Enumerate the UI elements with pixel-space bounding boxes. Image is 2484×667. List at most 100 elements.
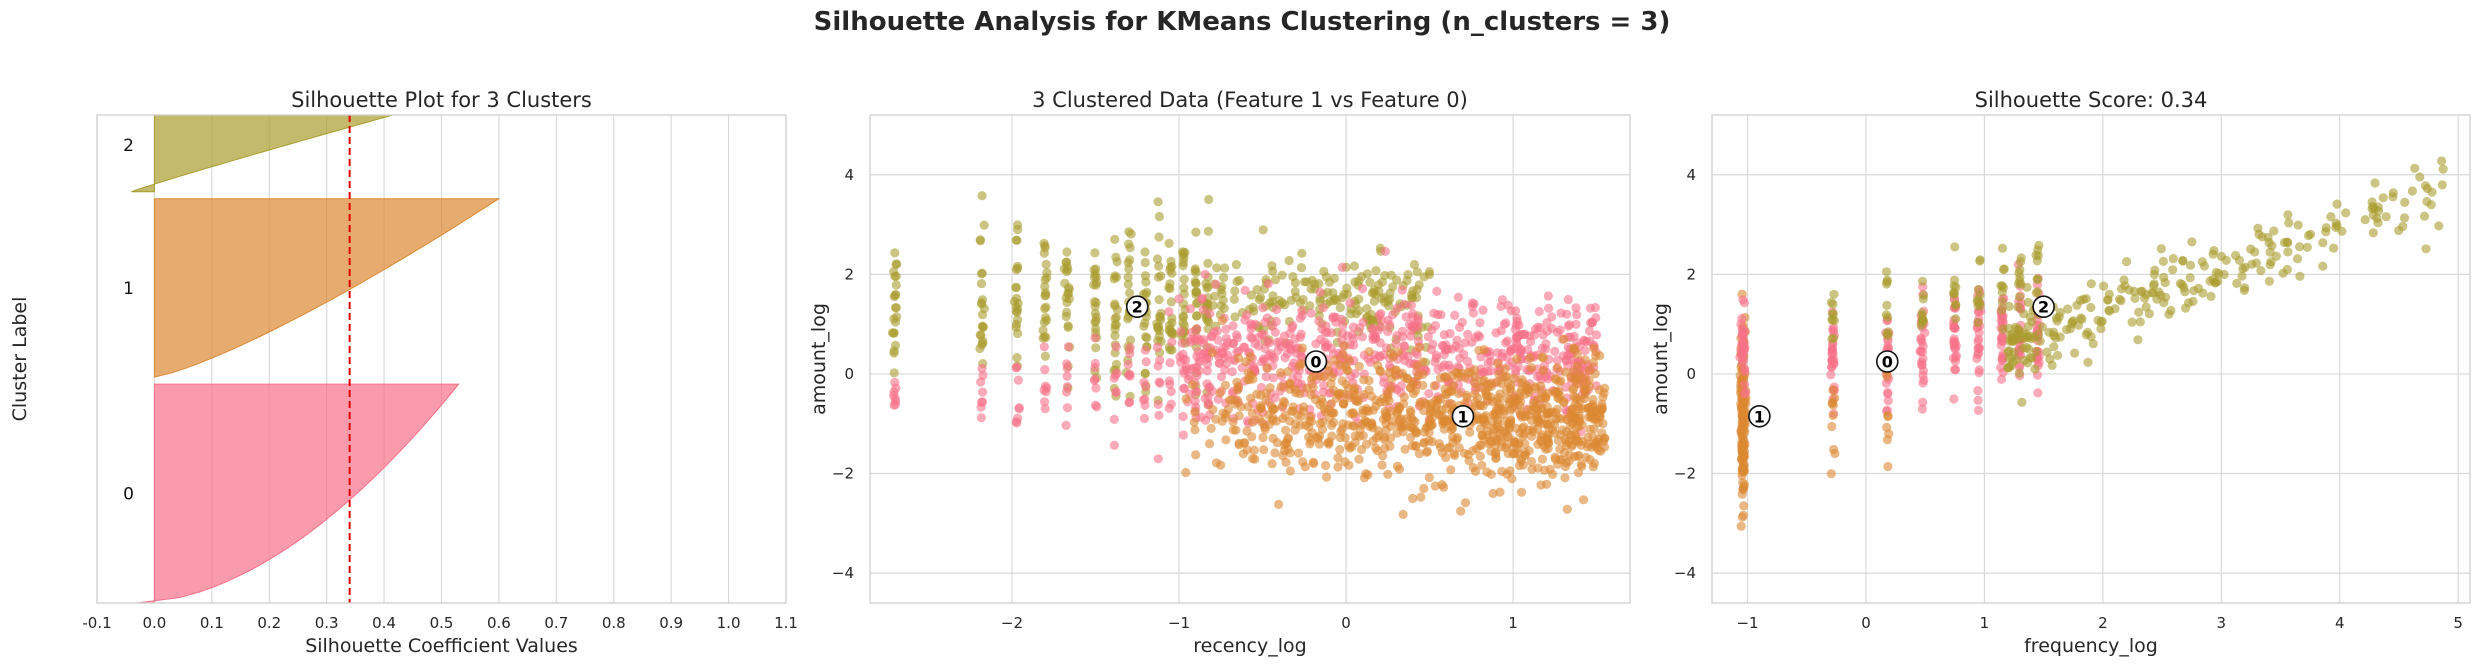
scatter-point-cluster-1 bbox=[1311, 395, 1321, 405]
scatter-point-cluster-2 bbox=[1408, 286, 1418, 296]
scatter-point-cluster-2 bbox=[2232, 278, 2242, 288]
scatter-point-cluster-2 bbox=[2421, 244, 2431, 254]
scatter-point-cluster-0 bbox=[1348, 322, 1358, 332]
scatter-point-cluster-0 bbox=[1883, 389, 1893, 399]
scatter-point-cluster-0 bbox=[1063, 342, 1073, 352]
scatter-point-cluster-0 bbox=[1739, 380, 1750, 390]
scatter-point-cluster-2 bbox=[2149, 281, 2159, 291]
scatter-point-cluster-0 bbox=[1179, 383, 1189, 393]
scatter-point-cluster-0 bbox=[1974, 328, 1984, 338]
scatter-point-cluster-2 bbox=[1062, 247, 1072, 257]
scatter-point-cluster-0 bbox=[1544, 303, 1554, 313]
y-tick-label: 4 bbox=[1686, 166, 1696, 184]
scatter-point-cluster-0 bbox=[1561, 355, 1572, 365]
scatter-point-cluster-1 bbox=[1359, 473, 1369, 483]
scatter-point-cluster-1 bbox=[1270, 448, 1280, 458]
scatter-point-cluster-2 bbox=[975, 235, 985, 245]
scatter-point-cluster-0 bbox=[977, 363, 987, 374]
scatter-point-cluster-0 bbox=[1227, 367, 1237, 377]
scatter-point-cluster-2 bbox=[2438, 164, 2448, 174]
scatter-point-cluster-2 bbox=[2156, 244, 2166, 254]
scatter-point-cluster-2 bbox=[2265, 247, 2275, 257]
scatter-point-cluster-0 bbox=[1062, 371, 1072, 381]
scatter-point-cluster-2 bbox=[1142, 333, 1152, 343]
scatter-point-cluster-0 bbox=[1258, 303, 1268, 313]
scatter-point-cluster-2 bbox=[1142, 287, 1152, 297]
scatter-point-cluster-1 bbox=[1290, 419, 1301, 429]
scatter-point-cluster-2 bbox=[2144, 309, 2154, 319]
scatter-point-cluster-1 bbox=[1448, 432, 1458, 442]
scatter-point-cluster-2 bbox=[2063, 304, 2073, 314]
plot-frame bbox=[96, 114, 787, 604]
scatter-point-cluster-2 bbox=[1367, 288, 1377, 298]
scatter-point-cluster-1 bbox=[1419, 483, 1429, 494]
scatter-point-cluster-1 bbox=[1321, 460, 1331, 471]
scatter-point-cluster-1 bbox=[1538, 366, 1548, 376]
scatter-point-cluster-2 bbox=[1827, 309, 1837, 319]
scatter-point-cluster-1 bbox=[1385, 433, 1396, 443]
scatter-point-cluster-0 bbox=[1011, 417, 1021, 427]
scatter-point-cluster-0 bbox=[1368, 323, 1378, 333]
scatter-point-cluster-2 bbox=[2124, 285, 2134, 295]
scatter-point-cluster-0 bbox=[1486, 366, 1496, 376]
scatter-point-cluster-0 bbox=[1216, 372, 1227, 382]
scatter-point-cluster-2 bbox=[2017, 397, 2027, 407]
scatter-point-cluster-2 bbox=[2062, 324, 2072, 335]
scatter-point-cluster-2 bbox=[2044, 327, 2054, 337]
scatter-point-cluster-0 bbox=[1338, 320, 1348, 330]
scatter-point-cluster-1 bbox=[1211, 458, 1221, 468]
y-tick-label: 2 bbox=[1686, 265, 1696, 283]
scatter-point-cluster-0 bbox=[1406, 300, 1416, 310]
scatter-point-cluster-2 bbox=[1041, 259, 1051, 269]
scatter-point-cluster-1 bbox=[1366, 391, 1376, 401]
scatter-point-cluster-0 bbox=[1475, 318, 1485, 328]
scatter-point-cluster-1 bbox=[1516, 454, 1526, 464]
scatter-point-cluster-0 bbox=[1572, 310, 1582, 320]
scatter-point-cluster-2 bbox=[2088, 339, 2098, 349]
scatter-point-cluster-2 bbox=[1882, 329, 1892, 339]
scatter-point-cluster-2 bbox=[1274, 295, 1284, 306]
scatter-point-cluster-2 bbox=[1090, 297, 1100, 307]
scatter-point-cluster-1 bbox=[1350, 431, 1360, 441]
scatter-point-cluster-1 bbox=[1474, 345, 1484, 355]
scatter-point-cluster-1 bbox=[1883, 411, 1893, 421]
scatter-point-cluster-0 bbox=[1491, 328, 1501, 338]
scatter-point-cluster-0 bbox=[1039, 385, 1049, 395]
cluster-center-label-2: 2 bbox=[1132, 298, 1143, 317]
scatter-point-cluster-1 bbox=[1828, 410, 1838, 420]
scatter-point-cluster-1 bbox=[1338, 350, 1348, 360]
scatter-point-cluster-1 bbox=[1259, 445, 1269, 455]
scatter-point-cluster-1 bbox=[1597, 428, 1607, 438]
scatter-point-cluster-2 bbox=[1140, 368, 1150, 378]
scatter-point-cluster-0 bbox=[1139, 413, 1149, 424]
scatter-point-cluster-1 bbox=[1400, 444, 1410, 454]
scatter-point-cluster-0 bbox=[1155, 378, 1165, 388]
scatter-point-cluster-1 bbox=[1538, 353, 1548, 363]
scatter-point-cluster-2 bbox=[1412, 267, 1422, 277]
scatter-point-cluster-1 bbox=[1337, 376, 1347, 386]
scatter-point-cluster-1 bbox=[1520, 439, 1530, 449]
scatter-point-cluster-0 bbox=[1174, 294, 1184, 304]
scatter-point-cluster-1 bbox=[1738, 510, 1748, 520]
scatter-point-cluster-2 bbox=[2086, 279, 2096, 289]
scatter-point-cluster-1 bbox=[1281, 425, 1291, 435]
scatter-point-cluster-2 bbox=[1140, 271, 1150, 281]
scatter-point-cluster-2 bbox=[2022, 282, 2032, 292]
scatter-point-cluster-2 bbox=[2014, 334, 2024, 344]
scatter-point-cluster-1 bbox=[1475, 451, 1485, 461]
scatter-point-cluster-2 bbox=[1323, 287, 1333, 297]
scatter-point-cluster-1 bbox=[1418, 380, 1428, 390]
y-tick-label: 0 bbox=[844, 365, 854, 383]
y-tick-label: 0 bbox=[1686, 365, 1696, 383]
scatter-point-cluster-1 bbox=[1883, 461, 1893, 472]
scatter-point-cluster-0 bbox=[1343, 331, 1353, 341]
scatter-point-cluster-1 bbox=[1739, 501, 1749, 511]
x-tick-label: −2 bbox=[1001, 614, 1023, 632]
scatter-point-cluster-1 bbox=[1486, 446, 1496, 456]
scatter-point-cluster-1 bbox=[1304, 432, 1314, 442]
scatter-point-cluster-0 bbox=[1828, 322, 1839, 332]
scatter-point-cluster-2 bbox=[1125, 335, 1136, 345]
scatter-point-cluster-2 bbox=[1882, 277, 1892, 287]
scatter-point-cluster-2 bbox=[889, 368, 899, 378]
scatter-point-cluster-0 bbox=[2033, 388, 2043, 398]
